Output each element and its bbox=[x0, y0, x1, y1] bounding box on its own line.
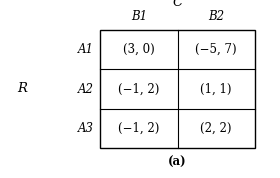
Text: A2: A2 bbox=[78, 82, 94, 96]
Text: (−1, 2): (−1, 2) bbox=[118, 122, 159, 135]
Text: (2, 2): (2, 2) bbox=[200, 122, 232, 135]
Text: A3: A3 bbox=[78, 122, 94, 135]
Bar bbox=[100, 30, 255, 148]
Text: B1: B1 bbox=[131, 9, 147, 22]
Text: (a): (a) bbox=[168, 156, 187, 169]
Text: (3, 0): (3, 0) bbox=[123, 43, 155, 56]
Text: (−1, 2): (−1, 2) bbox=[118, 82, 159, 96]
Text: B2: B2 bbox=[208, 9, 224, 22]
Text: R: R bbox=[17, 82, 27, 96]
Text: (−5, 7): (−5, 7) bbox=[195, 43, 237, 56]
Text: A1: A1 bbox=[78, 43, 94, 56]
Text: (1, 1): (1, 1) bbox=[200, 82, 232, 96]
Text: C: C bbox=[172, 0, 183, 9]
